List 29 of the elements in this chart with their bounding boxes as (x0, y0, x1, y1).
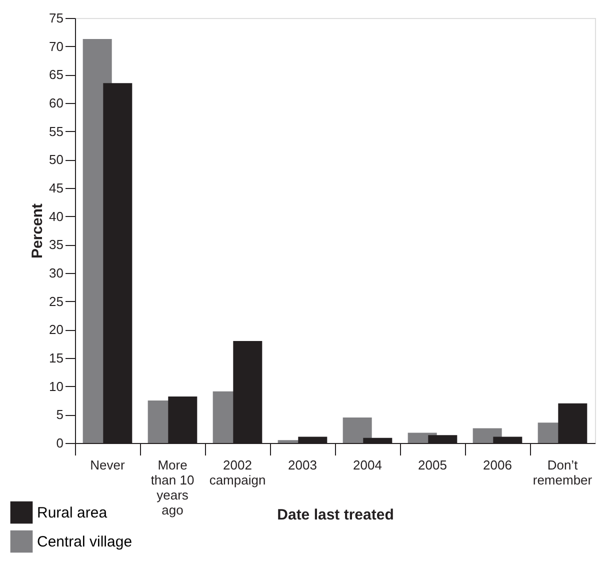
y-tick-label: 30 (49, 266, 64, 280)
y-tick-label: 55 (49, 124, 64, 139)
y-tick-label: 20 (49, 322, 64, 338)
x-axis-title: Date last treated (277, 506, 394, 524)
y-tick-label: 50 (49, 152, 64, 168)
y-tick-label: 70 (49, 38, 64, 54)
legend-label: Rural area (37, 504, 108, 522)
bar (342, 418, 372, 443)
x-tick-label: 2005 (418, 458, 447, 472)
y-tick-label: 10 (49, 378, 64, 394)
y-tick-label: 65 (49, 67, 64, 82)
x-tick-label: 2004 (353, 458, 382, 472)
y-tick-label: 25 (49, 294, 64, 309)
x-tick-label: 2003 (288, 458, 317, 472)
x-tick-label: 2002 campaign (209, 458, 266, 488)
y-tick-label: 75 (49, 10, 64, 26)
x-tick-label: 2006 (483, 458, 512, 472)
legend-label: Central village (37, 534, 132, 550)
y-tick-label: 35 (49, 237, 64, 252)
x-tick-label: More than 10 years ago (150, 458, 194, 518)
x-tick-label: Don’t remember (532, 458, 593, 488)
y-tick-label: 40 (49, 208, 64, 224)
y-tick-label: 5 (56, 407, 64, 422)
y-axis-title: Percent (29, 203, 46, 259)
y-tick-label: 45 (49, 180, 64, 196)
x-tick-label: Never (90, 458, 126, 472)
y-tick-label: 60 (49, 96, 64, 110)
y-tick-label: 0 (56, 436, 64, 450)
y-tick-label: 15 (49, 350, 64, 366)
